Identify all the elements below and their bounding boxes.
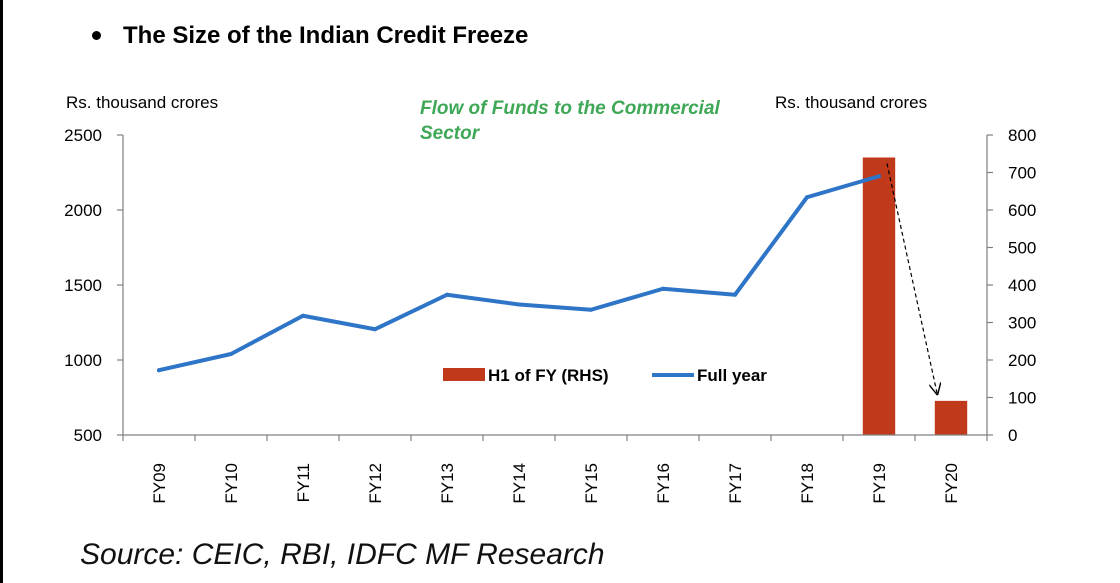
left-tick-label: 1500 [64,276,102,295]
x-tick-label: FY14 [510,463,529,504]
bullet-icon [92,30,101,40]
annotation-line-2: Sector [420,123,481,144]
line-point-FY16 [661,286,665,291]
x-tick-label: FY17 [726,463,745,504]
x-tick-label: FY09 [150,463,169,504]
line-point-FY18 [805,195,809,200]
right-axis-unit: Rs. thousand crores [775,93,927,112]
x-tick-label: FY16 [654,463,673,504]
right-tick-label: 800 [1008,126,1036,145]
right-tick-label: 500 [1008,239,1036,258]
heading-text: The Size of the Indian Credit Freeze [123,22,529,49]
x-tick-label: FY11 [294,463,313,502]
line-point-FY14 [517,302,521,307]
line-point-FY12 [373,327,377,332]
line-point-FY10 [229,352,233,356]
source-note: Source: CEIC, RBI, IDFC MF Research [80,538,605,571]
right-tick-label: 600 [1008,201,1036,220]
bar-FY20 [934,400,968,435]
right-tick-label: 300 [1008,314,1036,333]
right-tick-label: 700 [1008,164,1036,183]
x-tick-label: FY13 [438,463,457,504]
right-tick-label: 400 [1008,276,1036,295]
x-tick-label: FY12 [366,463,385,504]
annotation-line-1: Flow of Funds to the Commercial [420,98,721,119]
line-point-FY11 [301,313,305,318]
full-year-line [157,174,881,373]
line-point-FY13 [445,292,449,297]
x-tick-label: FY15 [582,463,601,504]
bar-FY19 [862,157,896,435]
left-tick-label: 500 [74,426,102,445]
line-point-FY19 [877,174,881,179]
slide-heading: The Size of the Indian Credit Freeze [92,22,528,50]
legend-label-bars: H1 of FY (RHS) [488,366,609,385]
x-tick-label: FY10 [222,463,241,504]
line-point-FY17 [733,292,737,297]
right-tick-label: 200 [1008,351,1036,370]
left-tick-label: 2000 [64,201,102,220]
left-border [0,0,3,583]
right-tick-label: 0 [1008,426,1017,445]
x-tick-label: FY19 [870,463,889,504]
line-point-FY09 [157,368,161,373]
x-tick-label: FY20 [942,463,961,504]
legend-swatch-bars [443,368,485,381]
right-tick-label: 100 [1008,389,1036,408]
left-tick-label: 1000 [64,351,102,370]
x-tick-label: FY18 [798,463,817,504]
line-point-FY15 [589,307,593,312]
legend-label-line: Full year [697,366,767,385]
left-tick-label: 2500 [64,126,102,145]
left-axis-unit: Rs. thousand crores [66,93,218,112]
